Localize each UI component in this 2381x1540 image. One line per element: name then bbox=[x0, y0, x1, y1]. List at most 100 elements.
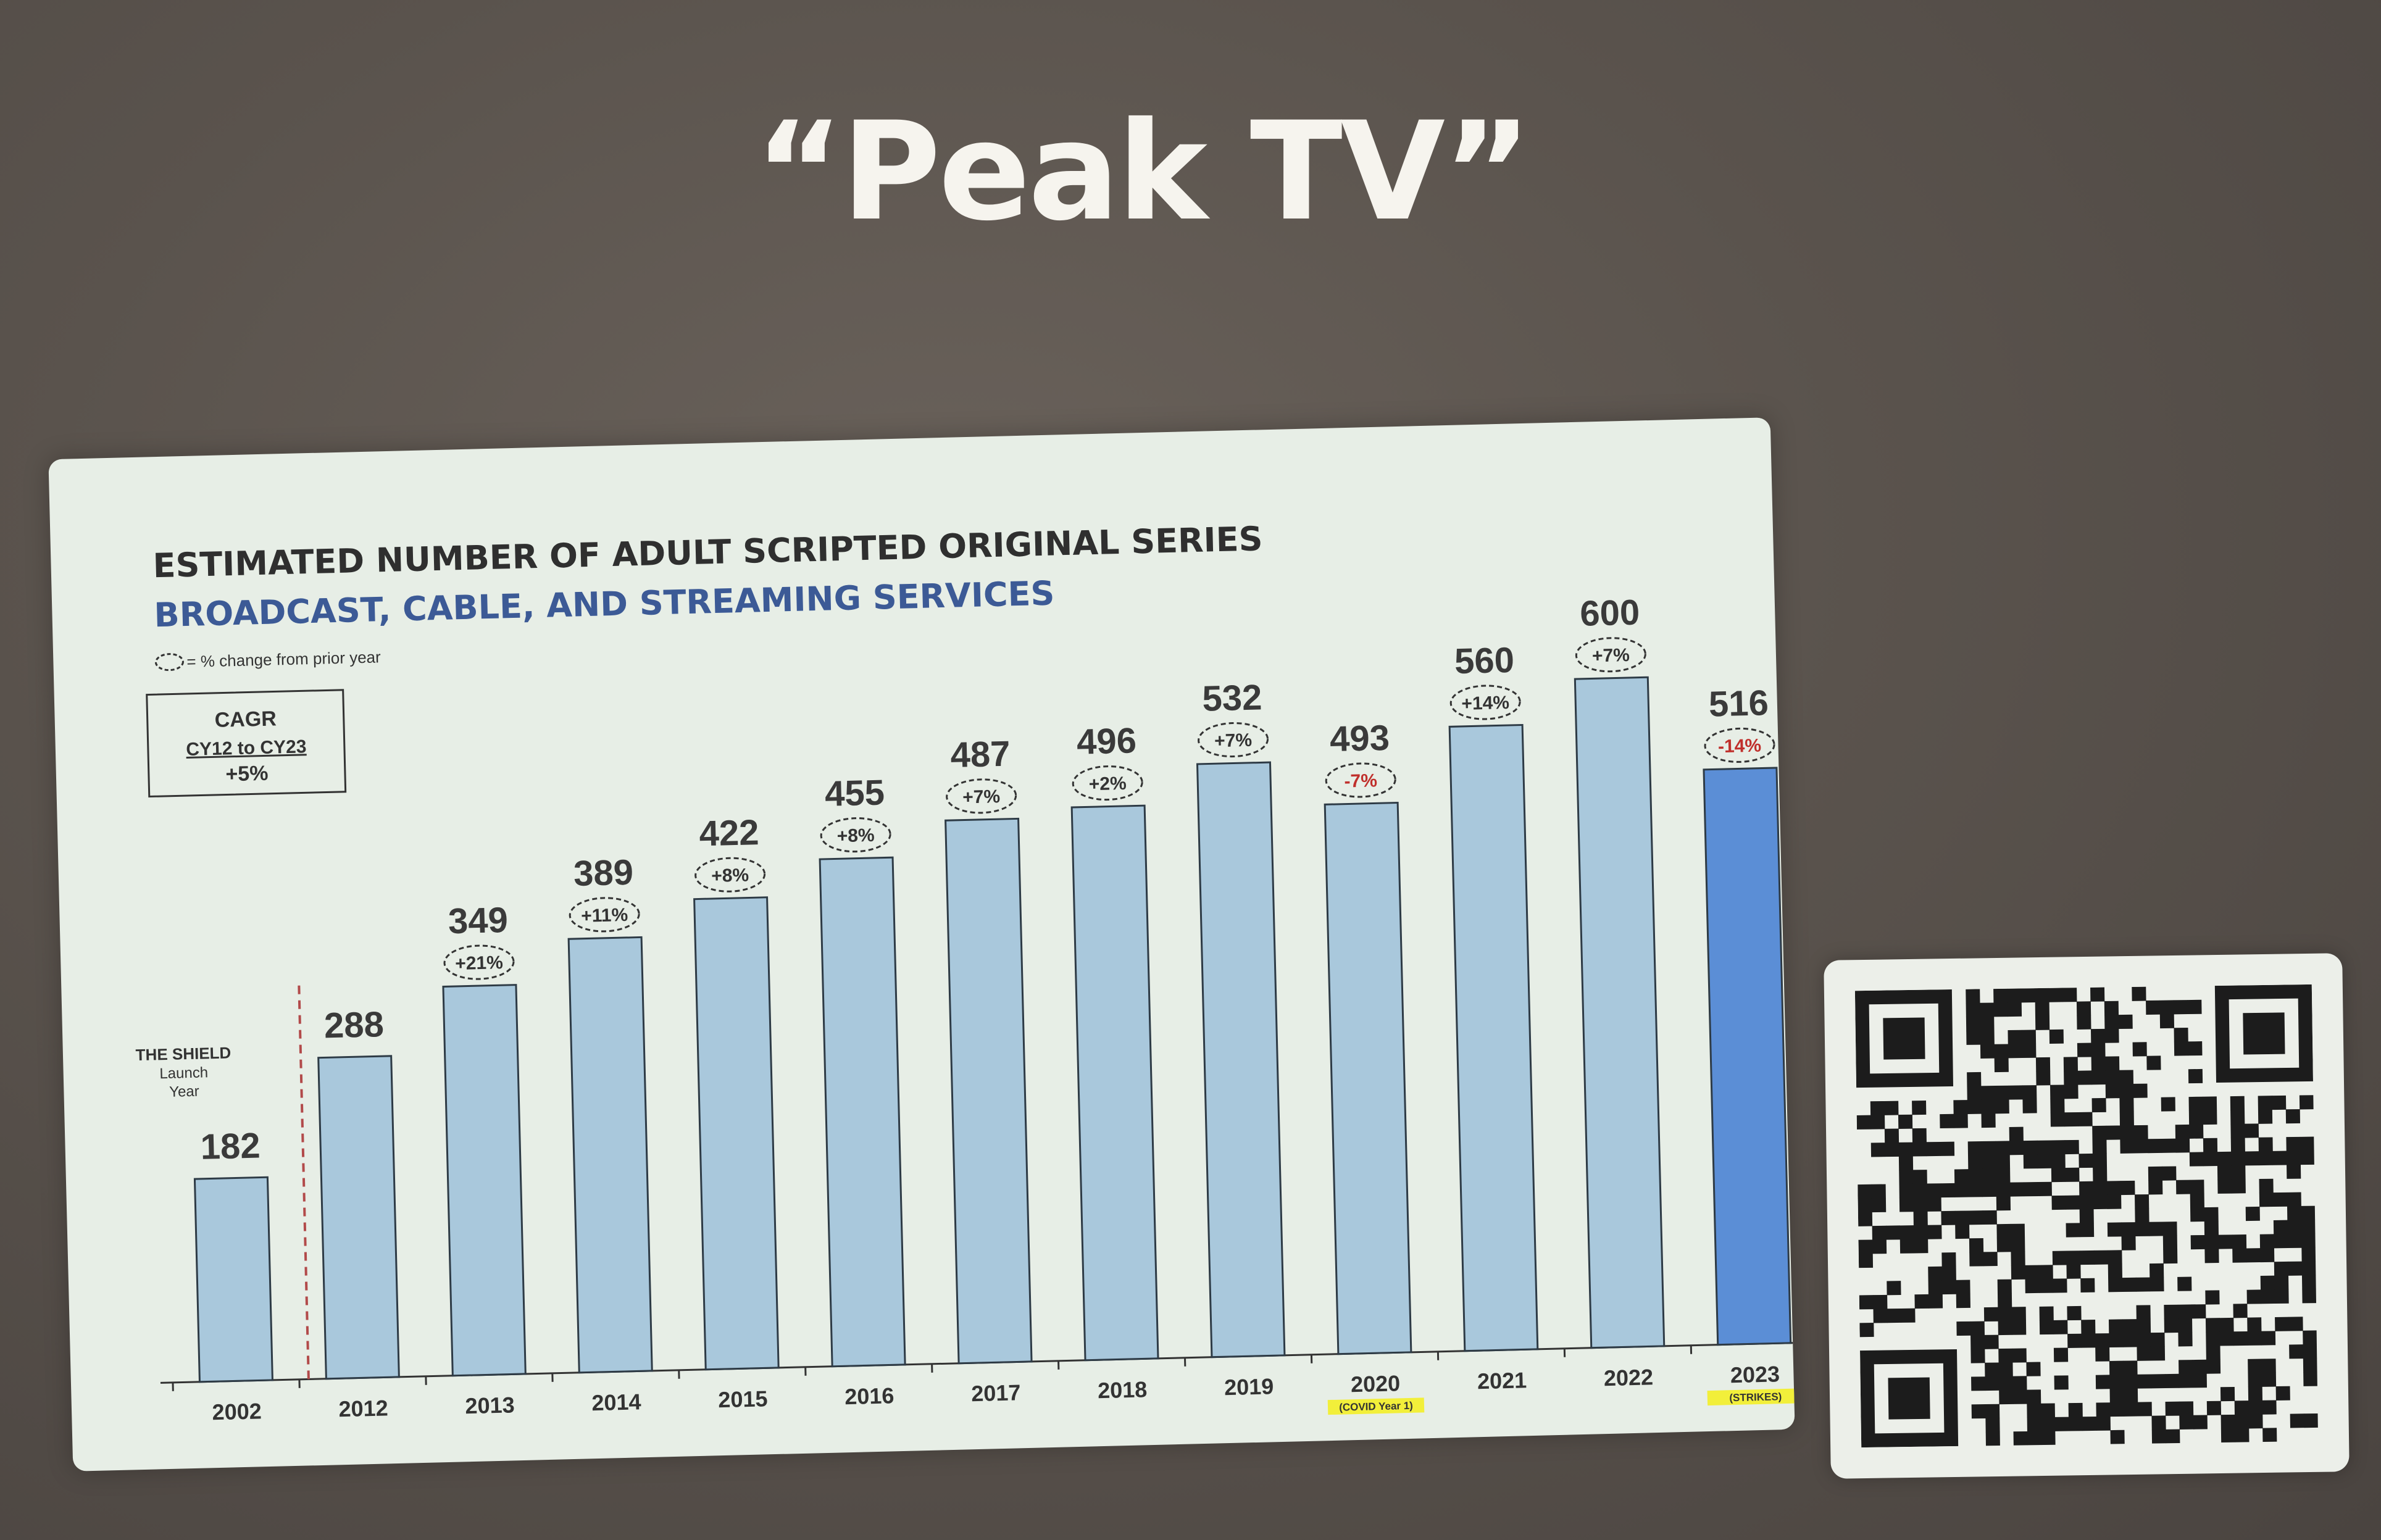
qr-code-icon[interactable] bbox=[1854, 984, 2319, 1448]
qr-module bbox=[2039, 1320, 2054, 1335]
qr-module bbox=[2027, 1417, 2041, 1432]
qr-module bbox=[1913, 1211, 1928, 1226]
qr-module bbox=[2260, 1275, 2275, 1290]
qr-module bbox=[2037, 1140, 2052, 1155]
pct-change-label-2016: +8% bbox=[836, 825, 875, 846]
qr-module bbox=[2287, 1233, 2302, 1249]
x-tick-label-2018: 2018 bbox=[1098, 1376, 1148, 1403]
qr-module bbox=[2220, 1414, 2235, 1430]
qr-module bbox=[2064, 1139, 2079, 1155]
bar-2017 bbox=[944, 817, 1033, 1365]
qr-module bbox=[1985, 1362, 1999, 1377]
bar-2012 bbox=[317, 1055, 400, 1380]
qr-module bbox=[1970, 1321, 1985, 1336]
qr-module bbox=[1985, 1376, 1999, 1391]
qr-code-card[interactable] bbox=[1824, 953, 2350, 1479]
pct-change-label-2018: +2% bbox=[1088, 773, 1127, 794]
qr-module bbox=[2162, 1166, 2177, 1181]
marker-label-line3: Year bbox=[169, 1083, 199, 1101]
qr-module bbox=[2301, 1233, 2316, 1248]
qr-module bbox=[2260, 1247, 2275, 1263]
qr-module bbox=[2231, 1151, 2246, 1166]
qr-module bbox=[2247, 1317, 2262, 1332]
x-tick-label-2022: 2022 bbox=[1603, 1364, 1653, 1391]
qr-module bbox=[2287, 1164, 2301, 1179]
qr-module bbox=[2164, 1304, 2179, 1319]
qr-module bbox=[2248, 1359, 2262, 1373]
qr-module bbox=[2122, 1319, 2137, 1334]
qr-module bbox=[2092, 1139, 2107, 1154]
qr-module bbox=[2262, 1428, 2277, 1442]
qr-module bbox=[2108, 1278, 2123, 1292]
data-label-2023: 516 bbox=[1708, 683, 1769, 724]
qr-module bbox=[2065, 1167, 2080, 1182]
qr-module bbox=[2093, 1250, 2109, 1265]
qr-module bbox=[2093, 1194, 2108, 1210]
qr-module bbox=[2159, 1013, 2175, 1029]
qr-module bbox=[2164, 1373, 2180, 1389]
legend-oval-icon bbox=[154, 653, 184, 672]
qr-module bbox=[1885, 1142, 1899, 1157]
qr-module bbox=[1982, 1210, 1997, 1225]
qr-module bbox=[1941, 1280, 1957, 1295]
qr-module bbox=[1966, 1017, 1981, 1031]
bar-2016 bbox=[819, 856, 906, 1368]
qr-module bbox=[2013, 1431, 2028, 1446]
bar-2023 bbox=[1703, 767, 1792, 1346]
qr-module bbox=[1956, 1280, 1970, 1294]
qr-module bbox=[2192, 1359, 2207, 1375]
qr-module bbox=[2007, 988, 2022, 1003]
qr-module bbox=[2301, 1220, 2316, 1234]
data-label-2019: 532 bbox=[1202, 677, 1262, 718]
qr-module bbox=[1941, 1266, 1956, 1281]
qr-module bbox=[2149, 1263, 2164, 1278]
qr-module bbox=[1899, 1170, 1914, 1184]
qr-module bbox=[1981, 1099, 1996, 1114]
qr-module bbox=[1940, 1183, 1956, 1198]
qr-module bbox=[1980, 1044, 1995, 1059]
qr-module bbox=[2066, 1251, 2081, 1265]
pct-change-label-2017: +7% bbox=[962, 786, 1001, 807]
qr-module bbox=[2133, 1139, 2148, 1154]
qr-module bbox=[2220, 1428, 2236, 1443]
qr-module bbox=[2204, 1221, 2219, 1236]
qr-module bbox=[2230, 1123, 2245, 1138]
qr-module bbox=[2105, 1070, 2120, 1085]
qr-module bbox=[2246, 1289, 2261, 1304]
qr-module bbox=[2092, 1153, 2108, 1168]
qr-module bbox=[1898, 1156, 1914, 1171]
qr-module bbox=[2190, 1180, 2204, 1194]
qr-module bbox=[2095, 1375, 2111, 1389]
qr-module bbox=[2164, 1318, 2179, 1333]
qr-module bbox=[2179, 1401, 2194, 1416]
qr-module bbox=[2258, 1096, 2272, 1110]
qr-module bbox=[2135, 1194, 2150, 1209]
qr-module bbox=[2064, 1084, 2079, 1099]
qr-module bbox=[2274, 1289, 2289, 1304]
qr-module bbox=[2258, 1109, 2273, 1124]
qr-module bbox=[2179, 1415, 2194, 1430]
qr-module bbox=[2290, 1413, 2304, 1428]
qr-module bbox=[2301, 1275, 2317, 1289]
qr-module bbox=[2123, 1360, 2138, 1375]
qr-module bbox=[2162, 1235, 2178, 1250]
qr-module bbox=[2166, 1429, 2180, 1444]
qr-module bbox=[2274, 1234, 2288, 1249]
qr-module bbox=[2274, 1261, 2289, 1276]
qr-module bbox=[2165, 1401, 2180, 1416]
qr-module bbox=[2066, 1264, 2081, 1279]
qr-module bbox=[1870, 1101, 1885, 1116]
x-tick-label-2019: 2019 bbox=[1224, 1373, 1274, 1400]
qr-module bbox=[2037, 1181, 2052, 1196]
data-label-2014: 389 bbox=[573, 852, 633, 894]
qr-module bbox=[2050, 1098, 2065, 1113]
qr-module bbox=[1941, 1252, 1956, 1267]
qr-module bbox=[2261, 1359, 2276, 1373]
cagr-range: CY12 to CY23 bbox=[186, 736, 307, 760]
qr-module bbox=[1898, 1142, 1913, 1157]
qr-module bbox=[2190, 1234, 2205, 1250]
qr-module bbox=[2203, 1110, 2217, 1125]
qr-module bbox=[2109, 1375, 2124, 1389]
qr-module bbox=[2259, 1192, 2274, 1207]
pct-oval-2017 bbox=[946, 778, 1017, 814]
